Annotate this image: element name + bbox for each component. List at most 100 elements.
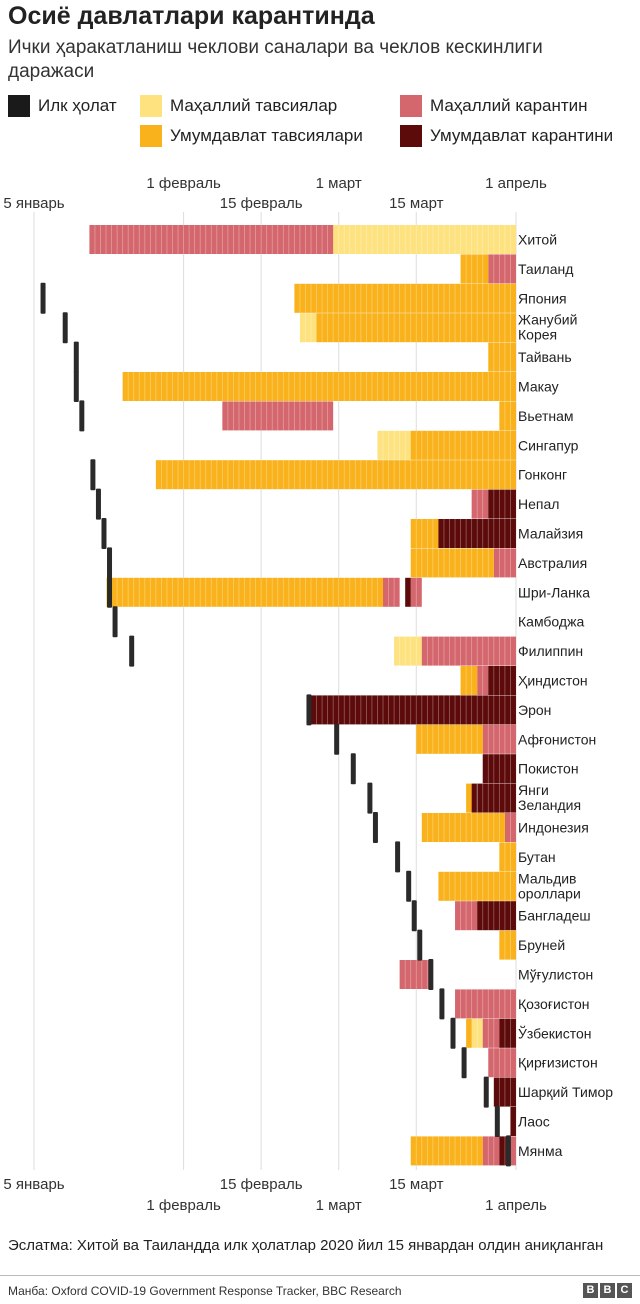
first-case-marker-31 xyxy=(505,1135,511,1167)
country-label-0: Хитой xyxy=(518,232,557,248)
bar-3-1 xyxy=(438,519,516,548)
bar-0-6 xyxy=(471,1018,483,1048)
bar-2-1 xyxy=(294,283,516,313)
logo-letter-b1: B xyxy=(583,1283,598,1298)
first-case-marker-26 xyxy=(439,988,445,1020)
country-label-1: Таиланд xyxy=(518,261,573,277)
logo-letter-c: C xyxy=(617,1283,632,1298)
country-label-21: Бутан xyxy=(518,849,556,865)
first-case-marker-12 xyxy=(107,576,113,608)
country-label-26: Қозоғистон xyxy=(518,996,590,1012)
legend-label-local-lockdown: Маҳаллий карантин xyxy=(430,96,588,115)
bar-0-4 xyxy=(394,636,422,666)
legend-first-case: Илк ҳолат xyxy=(8,95,117,117)
country-label-27: Ўзбекистон xyxy=(518,1024,592,1041)
country-label-3: Жанубий Корея xyxy=(518,312,577,343)
country-label-line2-19: Зеландия xyxy=(518,797,581,813)
first-case-marker-6 xyxy=(79,400,85,432)
tick-label-bottom-1: 1 март xyxy=(316,1197,362,1214)
first-case-marker-23 xyxy=(411,900,417,932)
bar-0-1 xyxy=(299,313,317,343)
first-case-marker-24 xyxy=(417,929,423,961)
country-label-14: Филиппин xyxy=(518,643,583,659)
country-label-8: Гонконг xyxy=(518,467,567,483)
first-case-marker-9 xyxy=(95,488,101,520)
bar-3-6 xyxy=(471,783,516,813)
legend-swatch-national-advice xyxy=(140,125,162,147)
first-case-marker-27 xyxy=(450,1017,456,1049)
legend-national-advice: Умумдавлат тавсиялари xyxy=(140,125,363,147)
first-case-marker-5 xyxy=(73,371,79,402)
tick-label-top-0: 1 февраль xyxy=(146,175,221,192)
tick-label-top-3: 5 январь xyxy=(3,195,64,212)
bar-3-10 xyxy=(510,1107,516,1136)
country-label-line1-22: Мальдив xyxy=(518,870,577,886)
legend-swatch-first-case xyxy=(8,95,30,117)
country-label-24: Бруней xyxy=(518,937,565,953)
bar-1-1 xyxy=(488,254,516,284)
legend-label-national-lockdown: Умумдавлат карантини xyxy=(430,126,614,145)
tick-label-bottom-5: 15 март xyxy=(389,1176,444,1193)
bar-1-8 xyxy=(477,666,489,695)
bar-1-6 xyxy=(410,577,422,607)
bar-2-6 xyxy=(410,430,516,460)
legend-local-advice: Маҳаллий тавсиялар xyxy=(140,95,337,117)
country-label-18: Покистон xyxy=(518,761,579,777)
bar-0-2 xyxy=(377,430,411,460)
country-label-10: Малайзия xyxy=(518,526,583,542)
legend-national-lockdown: Умумдавлат карантини xyxy=(400,125,613,147)
first-case-marker-11 xyxy=(107,547,113,579)
first-case-marker-19 xyxy=(367,782,373,814)
first-case-marker-30 xyxy=(494,1106,500,1137)
bar-2-3 xyxy=(488,342,516,372)
bar-3-8 xyxy=(499,1018,516,1048)
tick-label-bottom-2: 1 апрель xyxy=(485,1197,547,1214)
bar-1-14 xyxy=(482,1018,500,1048)
source-text: Манба: Oxford COVID-19 Government Respon… xyxy=(8,1284,402,1298)
country-label-9: Непал xyxy=(518,496,559,512)
bar-2-5 xyxy=(499,401,516,431)
bar-1-16 xyxy=(482,1136,500,1166)
chart-subtitle: Ички ҳаракатланиш чеклови саналари ва че… xyxy=(8,37,543,82)
first-case-marker-16 xyxy=(306,694,312,726)
bar-3-11 xyxy=(499,1136,511,1166)
bar-2-17 xyxy=(499,930,516,960)
first-case-marker-29 xyxy=(483,1076,489,1108)
first-case-marker-8 xyxy=(90,459,96,491)
tick-label-top-4: 15 февраль xyxy=(220,195,303,212)
bar-2-14 xyxy=(421,813,505,842)
bar-3-2 xyxy=(405,577,411,607)
country-label-28: Қирғизистон xyxy=(518,1055,598,1071)
bar-2-16 xyxy=(438,871,516,901)
first-case-marker-28 xyxy=(461,1047,467,1079)
footer-divider xyxy=(0,1275,640,1276)
first-case-marker-14 xyxy=(129,635,135,667)
first-case-marker-13 xyxy=(112,606,118,638)
bar-3-7 xyxy=(477,901,516,931)
bar-2-19 xyxy=(410,1136,483,1166)
first-case-marker-17 xyxy=(334,723,340,755)
bar-1-13 xyxy=(455,989,516,1019)
bar-2-13 xyxy=(466,783,472,813)
bar-1-5 xyxy=(383,577,400,607)
bar-2-2 xyxy=(316,313,516,343)
country-label-16: Эрон xyxy=(518,702,551,718)
country-label-20: Индонезия xyxy=(518,820,589,836)
bar-1-11 xyxy=(455,901,478,931)
first-case-marker-22 xyxy=(406,870,412,902)
tick-label-top-1: 1 март xyxy=(316,175,362,192)
first-case-marker-20 xyxy=(372,812,378,843)
country-label-19: Янги Зеландия xyxy=(518,782,581,813)
bar-3-0 xyxy=(488,489,516,519)
legend-label-national-advice: Умумдавлат тавсиялари xyxy=(170,126,363,145)
legend-local-lockdown: Маҳаллий карантин xyxy=(400,95,588,117)
bar-2-10 xyxy=(111,577,384,607)
timeline-chart: 1 февраль 1 февраль 1 март 1 март 1 апрель 1 … xyxy=(3,175,613,1214)
country-label-4: Тайвань xyxy=(518,349,572,365)
bar-3-4 xyxy=(311,695,516,725)
bar-2-11 xyxy=(460,666,478,695)
bar-3-9 xyxy=(493,1077,516,1107)
bar-1-17 xyxy=(510,1136,516,1166)
legend-swatch-national-lockdown xyxy=(400,125,422,147)
bar-2-15 xyxy=(499,842,516,872)
